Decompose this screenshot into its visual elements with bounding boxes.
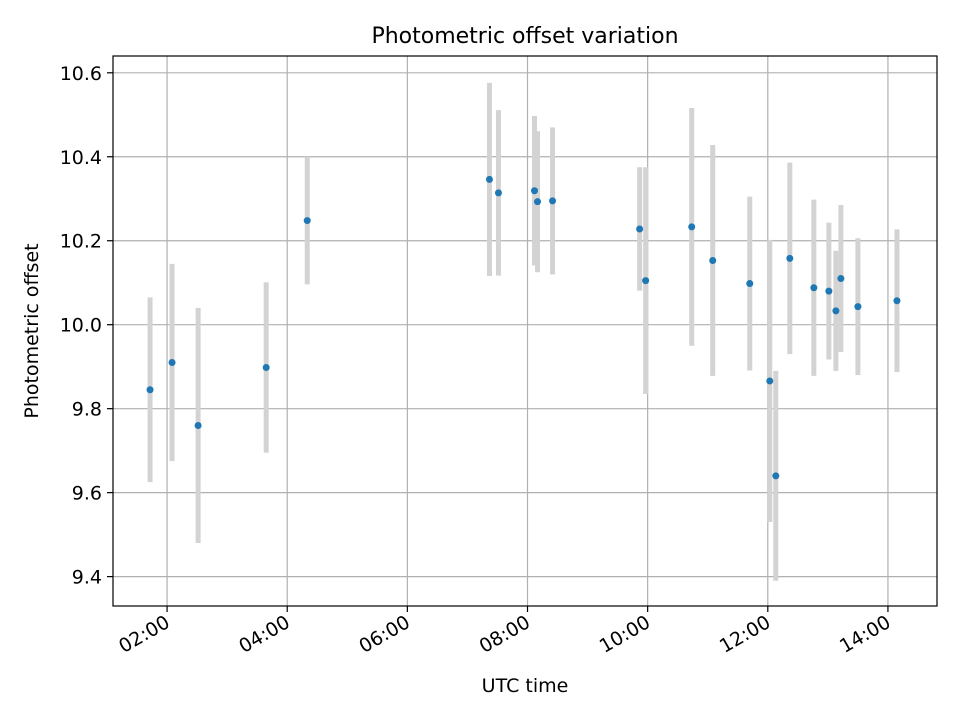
y-tick-label: 9.4 xyxy=(72,567,102,589)
data-point xyxy=(485,175,493,183)
data-point xyxy=(642,277,650,285)
data-point xyxy=(494,189,502,197)
data-point xyxy=(194,421,202,429)
plot-frame xyxy=(112,55,938,607)
data-point xyxy=(168,358,176,366)
data-point xyxy=(854,303,862,311)
data-point xyxy=(709,256,717,264)
data-point xyxy=(832,307,840,315)
data-point xyxy=(531,187,539,195)
y-tick-label: 9.6 xyxy=(72,483,102,505)
data-point xyxy=(688,223,696,231)
data-point xyxy=(746,280,754,288)
y-tick-label: 10.6 xyxy=(60,63,102,85)
y-axis-label: Photometric offset xyxy=(21,243,43,418)
data-point xyxy=(825,287,833,295)
data-point xyxy=(262,364,270,372)
x-axis-label: UTC time xyxy=(482,675,569,697)
data-points xyxy=(146,175,901,480)
y-axis-ticks: 9.4 9.6 9.8 10.0 10.2 10.4 10.6 xyxy=(60,63,113,589)
data-point xyxy=(810,284,818,292)
grid-lines xyxy=(113,56,937,606)
data-point xyxy=(772,472,780,480)
data-point xyxy=(786,254,794,262)
data-point xyxy=(534,198,542,206)
data-point xyxy=(303,217,311,225)
y-tick-label: 9.8 xyxy=(72,399,102,421)
data-point xyxy=(146,386,154,394)
data-point xyxy=(766,377,774,385)
data-point xyxy=(837,275,845,283)
y-tick-label: 10.2 xyxy=(60,231,102,253)
data-point xyxy=(636,225,644,233)
y-tick-label: 10.0 xyxy=(60,315,102,337)
data-point xyxy=(893,297,901,305)
chart-title: Photometric offset variation xyxy=(371,24,678,49)
data-point xyxy=(549,197,557,205)
y-tick-label: 10.4 xyxy=(60,147,102,169)
